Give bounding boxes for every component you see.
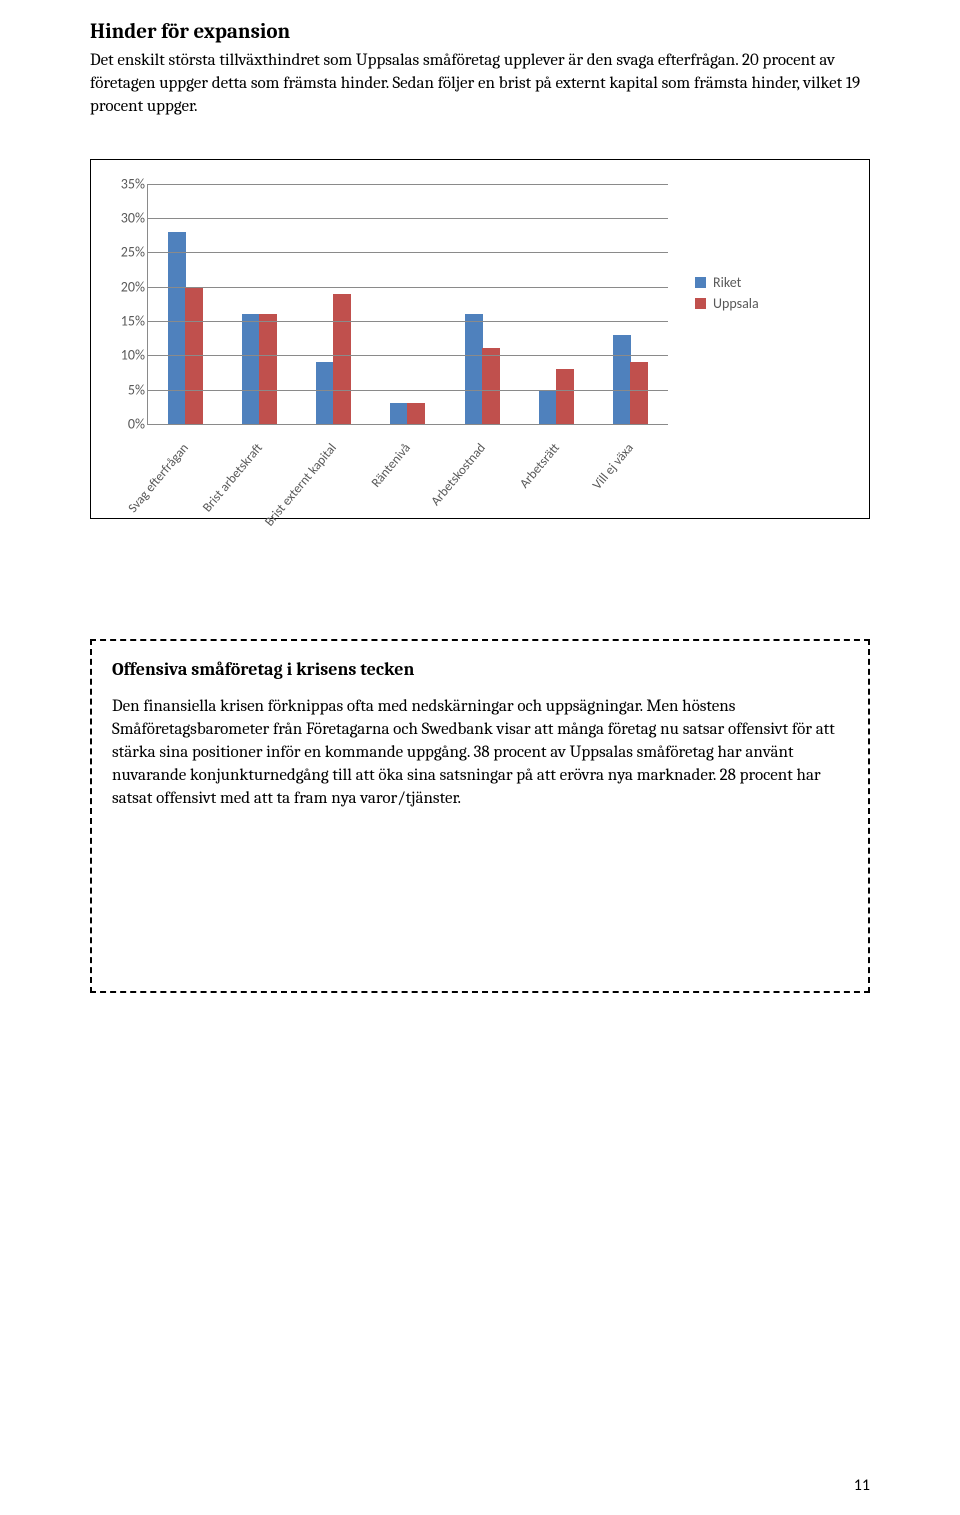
y-tick-label: 0% <box>105 415 145 432</box>
bar-group <box>316 294 351 424</box>
y-tick-label: 5% <box>105 381 145 398</box>
callout-title: Offensiva småföretag i krisens tecken <box>112 659 848 680</box>
legend-swatch <box>695 277 706 288</box>
gridline <box>148 321 668 322</box>
barriers-chart: Svag efterfråganBrist arbetskraftBrist e… <box>90 159 870 519</box>
legend-item: Uppsala <box>695 295 759 312</box>
x-axis-labels: Svag efterfråganBrist arbetskraftBrist e… <box>147 424 667 514</box>
gridline <box>148 252 668 253</box>
bars-container <box>148 184 668 424</box>
bar-group <box>613 335 648 424</box>
bar <box>465 314 483 424</box>
legend-label: Riket <box>713 274 741 291</box>
bar-group <box>168 232 203 424</box>
chart-legend: Riket Uppsala <box>695 270 759 316</box>
bar <box>168 232 186 424</box>
legend-item: Riket <box>695 274 759 291</box>
page-number: 11 <box>854 1476 870 1495</box>
bar <box>482 348 500 423</box>
y-tick-label: 25% <box>105 244 145 261</box>
bar <box>316 362 334 424</box>
y-tick-label: 10% <box>105 347 145 364</box>
intro-paragraph: Det enskilt största tillväxthindret som … <box>90 50 870 119</box>
y-tick-label: 20% <box>105 278 145 295</box>
bar <box>630 362 648 424</box>
bar-group <box>242 314 277 424</box>
bar-group <box>465 314 500 424</box>
bar-group <box>390 403 425 424</box>
bar <box>390 403 408 424</box>
gridline <box>148 184 668 185</box>
bar-group <box>539 369 574 424</box>
bar <box>556 369 574 424</box>
gridline <box>148 390 668 391</box>
callout-box: Offensiva småföretag i krisens tecken De… <box>90 639 870 993</box>
gridline <box>148 218 668 219</box>
gridline <box>148 355 668 356</box>
plot-area <box>147 184 668 425</box>
y-tick-label: 30% <box>105 210 145 227</box>
bar <box>259 314 277 424</box>
bar <box>333 294 351 424</box>
bar <box>242 314 260 424</box>
legend-label: Uppsala <box>713 295 759 312</box>
y-tick-label: 35% <box>105 175 145 192</box>
x-tick-label: Vill ej växa <box>626 440 696 499</box>
gridline <box>148 287 668 288</box>
y-tick-label: 15% <box>105 312 145 329</box>
callout-text: Den finansiella krisen förknippas ofta m… <box>112 696 848 811</box>
legend-swatch <box>695 298 706 309</box>
section-heading: Hinder för expansion <box>90 20 870 44</box>
bar <box>613 335 631 424</box>
bar <box>407 403 425 424</box>
bar <box>539 390 557 424</box>
